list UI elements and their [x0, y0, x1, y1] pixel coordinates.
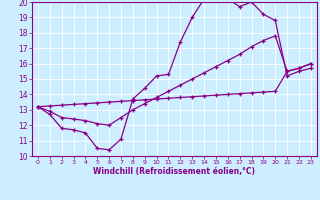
X-axis label: Windchill (Refroidissement éolien,°C): Windchill (Refroidissement éolien,°C) [93, 167, 255, 176]
